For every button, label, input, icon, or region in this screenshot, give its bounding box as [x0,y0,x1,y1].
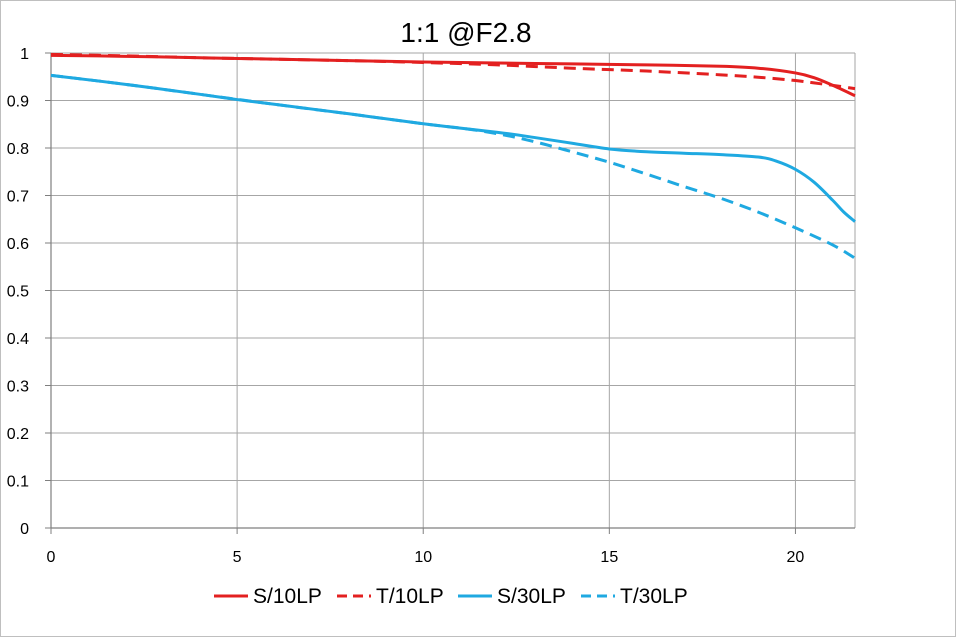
grid-lines [50,52,856,529]
y-tick-label: 1 [20,46,29,63]
y-tick-label: 0.8 [7,141,29,158]
y-tick-label: 0.6 [7,236,29,253]
x-tick-label: 0 [47,549,56,566]
legend-item: T/30LP [581,585,688,608]
chart-title: 1:1 @F2.8 [400,17,531,48]
legend-label: T/10LP [376,585,444,608]
series-line-t-30lp [50,73,856,260]
series-lines [50,52,856,260]
legend-label: S/10LP [253,585,322,608]
x-tick-label: 15 [600,549,618,566]
legend-label: T/30LP [620,585,688,608]
y-tick-label: 0.3 [7,379,29,396]
legend: S/10LP T/10LP S/30LP T/30LP [214,585,688,608]
x-tick-label: 10 [414,549,432,566]
y-tick-label: 0.2 [7,426,29,443]
y-tick-label: 0.5 [7,284,29,301]
legend-item: T/10LP [337,585,444,608]
axes: 00.10.20.30.40.50.60.70.80.910 5 10 15 20 [7,46,855,566]
y-tick-label: 0.7 [7,189,29,206]
series-line-s-10lp [50,53,856,98]
x-tick-label: 5 [233,549,242,566]
x-tick-label: 20 [787,549,805,566]
legend-item: S/30LP [458,585,566,608]
y-tick-label: 0 [20,521,29,538]
y-tick-label: 0.9 [7,94,29,111]
legend-label: S/30LP [497,585,566,608]
legend-item: S/10LP [214,585,322,608]
series-line-t-10lp [50,52,856,91]
y-tick-label: 0.4 [7,331,29,348]
y-tick-label: 0.1 [7,474,29,491]
